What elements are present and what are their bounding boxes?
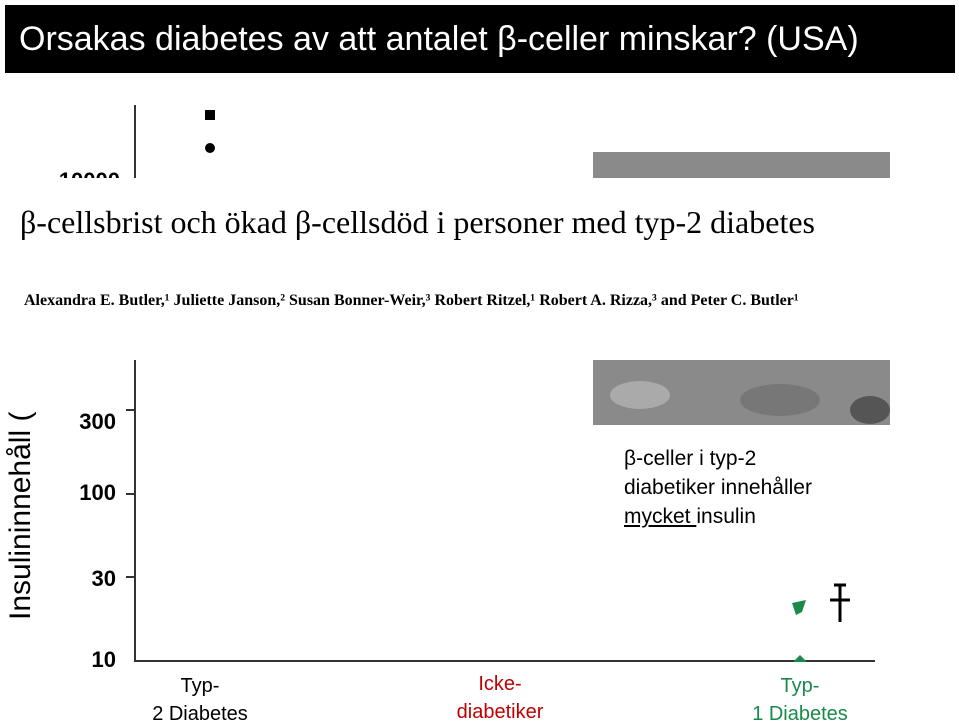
y-tick-label: 100 bbox=[79, 480, 116, 505]
category-label: Icke-diabetiker bbox=[457, 673, 544, 723]
annotation: β-celler i typ-2 diabetiker innehåller m… bbox=[624, 444, 812, 531]
y-tick-label: 300 bbox=[79, 409, 116, 434]
annotation-line: diabetiker innehåller bbox=[624, 476, 812, 499]
annotation-line: β-celler i typ-2 bbox=[624, 447, 757, 470]
micrograph-detail bbox=[740, 384, 820, 416]
category-label: Typ-1 Diabetes bbox=[752, 675, 848, 725]
annotation-line: mycket insulin bbox=[624, 502, 812, 531]
marker bbox=[792, 600, 806, 615]
emphasis: mycket bbox=[624, 505, 697, 528]
y-tick-label: 30 bbox=[92, 566, 116, 591]
marker bbox=[793, 655, 807, 662]
paper-box: β-cellsbrist och ökad β-cellsdöd i perso… bbox=[0, 178, 900, 360]
paper-title: β-cellsbrist och ökad β-cellsdöd i perso… bbox=[20, 204, 815, 240]
annotation-text: insulin bbox=[696, 505, 756, 528]
marker bbox=[205, 110, 215, 120]
micrograph-detail bbox=[850, 396, 890, 424]
y-tick-label: 10 bbox=[92, 647, 116, 672]
paper-authors: Alexandra E. Butler,¹ Juliette Janson,² … bbox=[24, 292, 799, 309]
y-axis-label: Insulininnehåll ( bbox=[4, 412, 37, 620]
category-label: Typ-2 Diabetes bbox=[152, 675, 248, 725]
slide-title: Orsakas diabetes av att antalet β-celler… bbox=[5, 5, 955, 73]
marker bbox=[205, 143, 215, 153]
error-bar bbox=[830, 583, 850, 622]
micrograph-detail bbox=[610, 381, 670, 409]
